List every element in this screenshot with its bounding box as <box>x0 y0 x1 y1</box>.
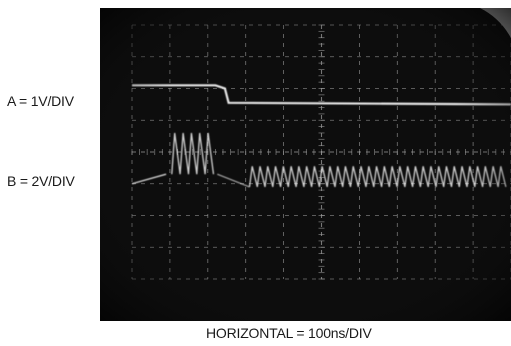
oscilloscope-screen <box>100 8 511 321</box>
channel-a-scale-label: A = 1V/DIV <box>7 93 74 109</box>
horizontal-scale-label: HORIZONTAL = 100ns/DIV <box>206 325 372 341</box>
screen-vignette <box>100 8 511 321</box>
channel-b-scale-label: B = 2V/DIV <box>7 173 75 189</box>
